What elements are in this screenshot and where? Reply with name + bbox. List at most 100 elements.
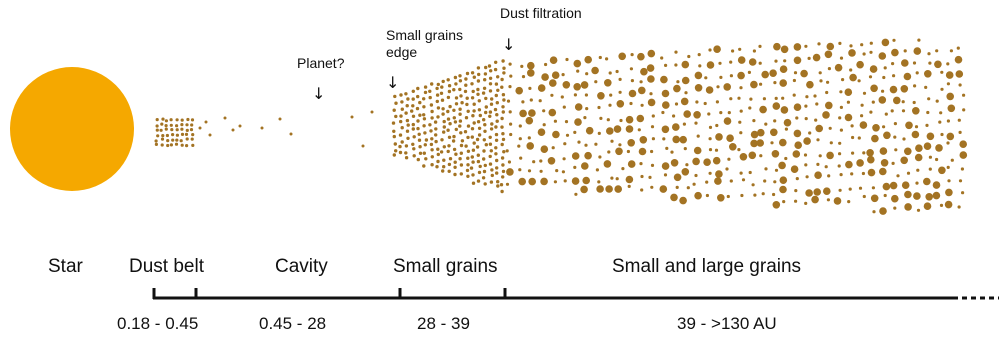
small-grain — [436, 115, 440, 119]
small-grain — [584, 93, 589, 97]
small-grain — [439, 91, 444, 96]
large-grain — [748, 58, 757, 66]
small-grain — [463, 130, 468, 134]
large-grain — [901, 181, 910, 189]
small-grain — [430, 116, 434, 120]
small-grain — [507, 160, 511, 164]
large-grain — [639, 136, 648, 144]
small-grain — [481, 176, 486, 180]
small-grain — [813, 94, 817, 98]
small-grain — [555, 169, 559, 173]
small-grain — [398, 133, 403, 137]
small-grain — [489, 102, 494, 106]
small-grain — [496, 180, 500, 184]
large-grain — [647, 75, 655, 83]
dust-belt-grain — [180, 143, 184, 147]
dust-belt-grain — [190, 123, 194, 127]
large-grain — [573, 83, 581, 91]
large-grain — [856, 60, 864, 69]
small-grain — [494, 132, 499, 137]
small-grain — [618, 143, 622, 147]
large-grain — [547, 157, 556, 165]
small-grain — [489, 69, 493, 73]
small-grain — [758, 61, 762, 65]
small-grain — [502, 71, 506, 75]
small-grain — [637, 128, 641, 132]
small-grain — [857, 79, 861, 83]
small-grain — [883, 66, 887, 70]
large-grain — [845, 160, 853, 169]
large-grain — [705, 86, 714, 94]
small-grain — [839, 105, 844, 109]
small-grain — [772, 192, 776, 197]
large-grain — [815, 124, 823, 133]
small-grain — [476, 66, 481, 70]
small-grain — [958, 83, 962, 87]
small-grain — [399, 114, 403, 118]
small-grain — [562, 157, 566, 161]
small-grain — [430, 137, 434, 141]
small-grain — [902, 137, 906, 141]
large-grain — [889, 85, 898, 94]
small-grain — [729, 97, 733, 101]
small-grain — [553, 180, 558, 184]
small-grain — [472, 109, 476, 113]
small-grain — [430, 155, 434, 159]
small-grain — [428, 89, 432, 94]
small-grain — [553, 119, 558, 123]
distance-axis — [152, 288, 999, 300]
large-grain — [528, 109, 536, 117]
large-grain — [661, 125, 670, 134]
small-grain — [422, 97, 426, 101]
dust-belt-grain — [175, 138, 179, 142]
large-grain — [540, 177, 548, 186]
dust-belt-grain — [180, 132, 185, 136]
large-grain — [913, 192, 921, 200]
small-grain — [500, 156, 505, 160]
small-grain — [453, 160, 457, 164]
small-grain — [585, 72, 589, 76]
large-grain — [900, 156, 908, 165]
small-grain — [470, 135, 474, 139]
dust-belt-grain — [156, 134, 160, 138]
small-grain — [737, 96, 741, 100]
small-grain — [958, 179, 963, 183]
small-grain — [446, 109, 450, 114]
small-grain — [466, 149, 471, 153]
small-grain — [418, 100, 422, 105]
small-grain — [482, 149, 486, 153]
small-grain — [675, 185, 679, 189]
small-grain — [416, 86, 420, 91]
large-grain — [844, 88, 853, 96]
small-grain — [496, 184, 500, 188]
small-grain — [502, 66, 506, 70]
dust-belt-grain — [174, 142, 179, 146]
large-grain — [660, 75, 668, 84]
small-grain — [435, 165, 439, 169]
large-grain — [615, 147, 623, 156]
small-grain — [564, 120, 569, 124]
small-grain — [477, 99, 481, 103]
small-grain — [695, 100, 699, 104]
small-grain — [500, 189, 504, 194]
small-grain — [442, 119, 446, 124]
large-grain — [779, 65, 788, 73]
small-grain — [739, 171, 743, 175]
small-grain — [869, 50, 873, 54]
small-grain — [423, 85, 428, 89]
small-grain — [452, 147, 457, 152]
small-grain — [490, 173, 494, 178]
dust-belt-grain — [175, 118, 179, 122]
small-grain — [761, 192, 765, 196]
large-grain — [901, 59, 909, 67]
dust-belt-grain — [185, 123, 189, 127]
small-grain — [692, 182, 696, 186]
large-grain — [582, 176, 590, 185]
small-grain — [650, 125, 655, 129]
range-label-small-grains: 28 - 39 — [417, 314, 470, 333]
small-grain — [860, 43, 864, 47]
small-grain — [748, 170, 752, 175]
small-grain — [484, 96, 488, 101]
large-grain — [834, 63, 843, 72]
large-grain — [526, 142, 534, 150]
